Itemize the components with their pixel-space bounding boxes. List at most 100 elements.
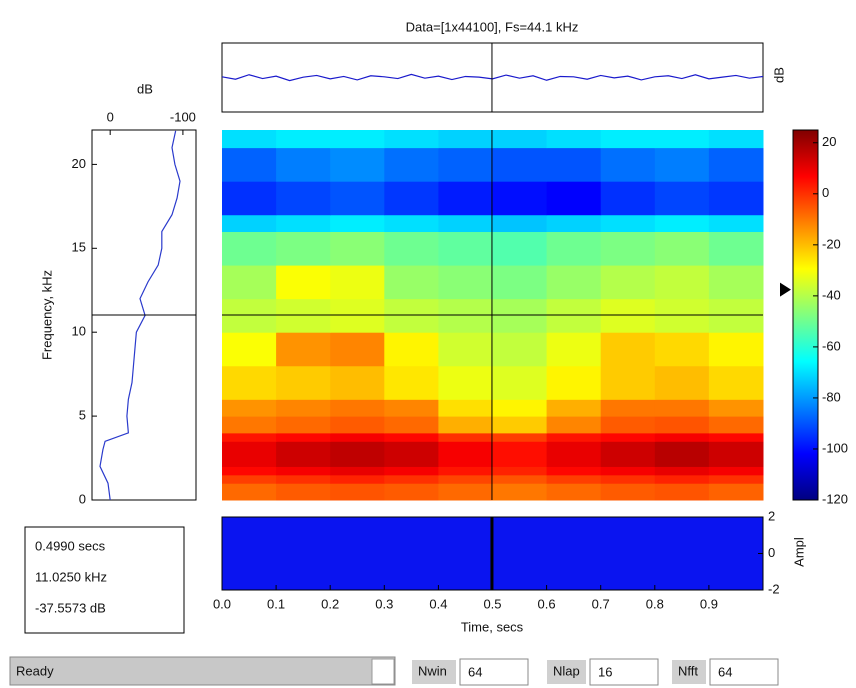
- x-tick-label: 0.5: [483, 596, 501, 611]
- spectrogram-cell: [222, 474, 277, 484]
- amplitude-ylabel: Ampl: [791, 537, 806, 567]
- field-label-bg: [412, 660, 456, 684]
- spectrogram-cell: [222, 432, 277, 442]
- spectrogram-cell: [492, 130, 548, 149]
- spectrogram-cell: [492, 441, 548, 467]
- spectrogram-cell: [546, 332, 602, 367]
- slice-ylabel: Frequency, kHz: [39, 270, 54, 360]
- status-bar: [9, 656, 396, 686]
- spectrogram-cell: [384, 147, 439, 182]
- time-xlabel: Time, secs: [461, 619, 524, 634]
- spectrogram-cell: [600, 130, 656, 149]
- spectrogram-cell: [384, 265, 439, 300]
- spectrogram-cell: [654, 432, 710, 442]
- spectrogram-cell: [438, 332, 493, 367]
- spectrogram-cell: [708, 298, 764, 333]
- colorbar-tick-label: -20: [822, 236, 841, 251]
- spectrogram-cell: [654, 214, 710, 233]
- spectrogram-cell: [384, 332, 439, 367]
- spectrogram-cell: [600, 298, 656, 333]
- spectrogram-cell: [330, 332, 385, 367]
- spectrogram-cell: [276, 432, 331, 442]
- spectrogram-cell: [546, 416, 602, 434]
- spectrogram-cell: [438, 365, 493, 400]
- spectrogram-cell: [330, 130, 385, 149]
- spectrogram-cell: [600, 416, 656, 434]
- spectrogram-cell: [546, 147, 602, 182]
- spectrogram-cell: [654, 483, 710, 501]
- field-label: Nlap: [553, 663, 580, 678]
- spectrogram-cell: [276, 332, 331, 367]
- spectrogram-cell: [438, 181, 493, 216]
- spectrogram-cell: [330, 181, 385, 216]
- slice-x-tick-label: 0: [107, 109, 114, 124]
- spectrogram-cell: [438, 416, 493, 434]
- spectrogram-cell: [330, 466, 385, 476]
- status-text: Ready: [16, 663, 54, 678]
- spectrogram-cell: [708, 399, 764, 417]
- spectrogram-cell: [222, 181, 277, 216]
- spectrogram-cell: [384, 399, 439, 417]
- spectrogram-cell: [276, 474, 331, 484]
- field-value: 64: [718, 664, 732, 679]
- spectrogram-cell: [600, 365, 656, 400]
- spectrogram-cell: [276, 298, 331, 333]
- spectrogram-cell: [438, 399, 493, 417]
- field-input[interactable]: [589, 658, 659, 686]
- spectrogram-cell: [438, 231, 493, 266]
- spectrogram-cell: [546, 483, 602, 501]
- spectrogram-cell: [384, 432, 439, 442]
- spectrogram-cell: [222, 483, 277, 501]
- spectrogram-cell: [546, 432, 602, 442]
- colorbar-tick-label: -40: [822, 287, 841, 302]
- spectrogram-cell: [546, 231, 602, 266]
- field-input[interactable]: [709, 658, 779, 686]
- spectrogram-cell: [438, 265, 493, 300]
- spectrogram-cell: [708, 432, 764, 442]
- colorbar-tick-label: 0: [822, 185, 829, 200]
- x-tick-label: 0.4: [429, 596, 447, 611]
- spectrogram-cell: [330, 416, 385, 434]
- readout-time: 0.4990 secs: [35, 538, 106, 553]
- spectrogram-cell: [276, 265, 331, 300]
- spectrogram-cell: [600, 265, 656, 300]
- spectrogram-cell: [708, 365, 764, 400]
- spectrogram-cell: [708, 466, 764, 476]
- spectrogram-cell: [276, 365, 331, 400]
- spectrogram-cell: [546, 466, 602, 476]
- spectrogram-cell: [384, 214, 439, 233]
- x-tick-label: 0.1: [267, 596, 285, 611]
- spectrogram-cell: [330, 399, 385, 417]
- spectrogram-cell: [384, 298, 439, 333]
- spectrogram-cell: [330, 265, 385, 300]
- colorbar-tick-label: -60: [822, 338, 841, 353]
- spectrogram-cell: [600, 474, 656, 484]
- spectrogram-cell: [546, 214, 602, 233]
- field-input[interactable]: [459, 658, 529, 686]
- signal-line: [221, 73, 764, 82]
- status-slider[interactable]: [371, 658, 395, 685]
- spectrogram-cell: [708, 181, 764, 216]
- spectrogram-cell: [438, 298, 493, 333]
- field-label-bg: [547, 660, 586, 684]
- spectrogram-cell: [330, 432, 385, 442]
- spectrogram-cell: [438, 474, 493, 484]
- colorbar-tick-label: -80: [822, 389, 841, 404]
- spectrogram-cell: [438, 147, 493, 182]
- spectrogram-cell: [546, 181, 602, 216]
- spectrogram-cell: [222, 365, 277, 400]
- spectrogram-cell: [222, 231, 277, 266]
- field-value: 16: [598, 664, 612, 679]
- field-value: 64: [468, 664, 482, 679]
- spectrogram-cell: [276, 147, 331, 182]
- spectrogram-cell: [384, 416, 439, 434]
- colorbar-tick-label: 20: [822, 134, 836, 149]
- spectrogram-cell: [276, 214, 331, 233]
- spectrogram-cell: [438, 483, 493, 501]
- spectrogram-cell: [276, 441, 331, 467]
- spectrogram-cell: [654, 365, 710, 400]
- spectrogram-cell: [546, 474, 602, 484]
- spectrogram-cell: [546, 130, 602, 149]
- colorbar: [792, 129, 819, 501]
